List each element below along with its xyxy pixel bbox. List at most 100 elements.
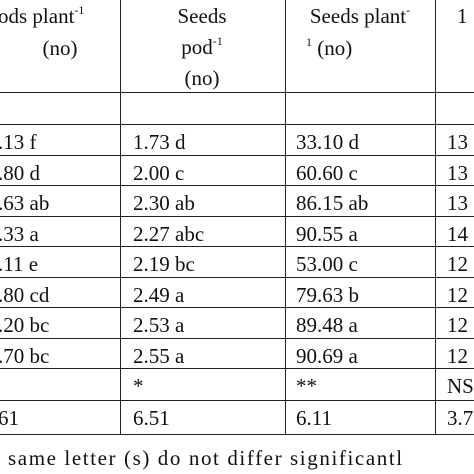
table-cell: 13 bbox=[447, 191, 468, 215]
table-cell-part: 90.69 a bbox=[296, 343, 358, 368]
header-cell-part: Seeds bbox=[177, 4, 227, 28]
table-cell: 12 bbox=[447, 283, 468, 307]
header-cell-part: -1 bbox=[74, 3, 85, 17]
table-cell-part: .70 bc bbox=[0, 343, 50, 368]
row-rule bbox=[0, 154, 474, 156]
table-cell: 86.15 ab bbox=[296, 191, 368, 215]
significance-cell-part: ** bbox=[296, 374, 317, 398]
significance-cell: * bbox=[133, 374, 144, 398]
table-cell: .70 bc bbox=[0, 344, 49, 368]
table-cell: 13 bbox=[447, 161, 468, 185]
header-cell-part: pod bbox=[181, 35, 213, 59]
table-cell-part: 14 bbox=[447, 221, 468, 246]
significance-cell: ** bbox=[296, 374, 317, 398]
table-cell-part: 1.73 d bbox=[133, 130, 186, 154]
table-cell-part: .13 f bbox=[0, 130, 37, 154]
row-rule bbox=[0, 124, 474, 125]
table-cell: .80 d bbox=[0, 161, 40, 185]
column-rule bbox=[120, 0, 121, 434]
cv-cell-part: 6.51 bbox=[133, 406, 170, 430]
row-rule bbox=[0, 92, 474, 93]
row-rule bbox=[0, 246, 474, 247]
header-cell-part: (no) bbox=[312, 36, 353, 60]
row-rule bbox=[0, 307, 474, 308]
row-rule bbox=[0, 337, 474, 339]
row-rule bbox=[0, 276, 474, 278]
significance-cell: NS bbox=[447, 374, 474, 398]
table-cell-part: .80 d bbox=[0, 160, 40, 185]
table-cell-part: .20 bc bbox=[0, 313, 50, 337]
table-cell: 89.48 a bbox=[296, 313, 358, 337]
header-cell: (no) bbox=[43, 36, 78, 60]
cv-cell-part: 6.11 bbox=[296, 406, 332, 430]
table-cell-part: .63 ab bbox=[0, 191, 50, 215]
table-cell: .11 e bbox=[0, 252, 38, 276]
table-cell-part: 53.00 c bbox=[296, 252, 358, 276]
table-cell-part: 90.55 a bbox=[296, 221, 358, 246]
cv-cell: 61 bbox=[0, 406, 19, 430]
table-cell-part: 86.15 ab bbox=[296, 191, 369, 215]
header-cell-part: (no) bbox=[184, 66, 220, 90]
table-cell-part: 2.49 a bbox=[133, 282, 185, 307]
table-cell-part: 60.60 c bbox=[296, 160, 358, 185]
row-rule bbox=[0, 215, 474, 217]
row-rule bbox=[0, 434, 474, 435]
table-cell: 2.49 a bbox=[133, 283, 184, 307]
footnote-part: same letter (s) do not differ significan… bbox=[8, 446, 404, 470]
header-cell: 1 bbox=[457, 4, 468, 28]
cv-cell: 6.51 bbox=[133, 406, 170, 430]
table-cell: 2.53 a bbox=[133, 313, 184, 337]
table-cell-part: 89.48 a bbox=[296, 313, 358, 337]
table-cell-part: 13 bbox=[447, 130, 468, 154]
table-cell-part: 33.10 d bbox=[296, 130, 359, 154]
table-cell: 2.00 c bbox=[133, 161, 184, 185]
table-cell: 1.73 d bbox=[133, 130, 186, 154]
column-rule bbox=[435, 0, 436, 434]
table-cell: 2.30 ab bbox=[133, 191, 195, 215]
table-cell: 90.69 a bbox=[296, 344, 358, 368]
header-cell-part: ods plant bbox=[0, 4, 75, 28]
table-cell: 60.60 c bbox=[296, 161, 358, 185]
table-cell: .20 bc bbox=[0, 313, 49, 337]
table-cell: 13 bbox=[447, 130, 468, 154]
table-cell: 33.10 d bbox=[296, 130, 359, 154]
table-cell: .63 ab bbox=[0, 191, 49, 215]
table-cell: 2.55 a bbox=[133, 344, 184, 368]
table-cell-part: 2.55 a bbox=[133, 343, 185, 368]
column-rule bbox=[285, 0, 286, 434]
header-cell: ods plant-1 bbox=[0, 4, 84, 28]
table-cell: 53.00 c bbox=[296, 252, 358, 276]
row-rule bbox=[0, 185, 474, 186]
table-cell-part: 2.53 a bbox=[133, 313, 185, 337]
table-cell-part: 79.63 b bbox=[296, 282, 359, 307]
table-cell-part: 2.30 ab bbox=[133, 191, 195, 215]
header-cell-part: 1 bbox=[457, 4, 468, 28]
table-cell-part: 12 bbox=[447, 343, 468, 368]
table-cell: 12 bbox=[447, 344, 468, 368]
cv-cell-part: 61 bbox=[0, 406, 19, 430]
row-rule bbox=[0, 400, 474, 401]
header-cell-part: 1 bbox=[306, 35, 312, 49]
table-cell-part: 12 bbox=[447, 282, 468, 307]
cv-cell-part: 3.7 bbox=[447, 406, 474, 430]
header-cell-part: (no) bbox=[42, 36, 78, 60]
table-cell-part: .11 e bbox=[0, 252, 39, 276]
cv-cell: 3.7 bbox=[447, 406, 473, 430]
header-cell-part: -1 bbox=[212, 34, 223, 48]
header-cell-part: - bbox=[406, 3, 411, 17]
header-cell: (no) bbox=[185, 66, 220, 90]
table-cell: 90.55 a bbox=[296, 222, 358, 246]
header-cell: Seeds bbox=[178, 4, 227, 28]
table-cell: .80 cd bbox=[0, 283, 49, 307]
table-cell: 2.19 bc bbox=[133, 252, 195, 276]
table-cell: 12 bbox=[447, 313, 468, 337]
header-cell: Seeds plant- bbox=[310, 4, 410, 28]
header-cell: pod-1 bbox=[181, 35, 223, 59]
significance-cell-part: * bbox=[133, 374, 144, 398]
table-cell-part: 2.00 c bbox=[133, 160, 185, 185]
table-cell: 14 bbox=[447, 222, 468, 246]
significance-cell-part: NS bbox=[447, 374, 474, 398]
table-cell-part: 12 bbox=[447, 313, 468, 337]
table-cell-part: 12 bbox=[447, 252, 468, 276]
